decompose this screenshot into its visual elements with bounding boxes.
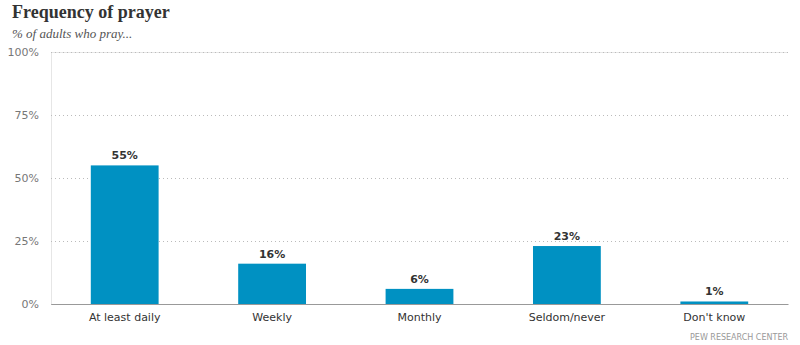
- x-tick-label: At least daily: [89, 311, 161, 324]
- x-axis: At least daily Weekly Monthly Seldom/never D…: [52, 304, 789, 324]
- grid-line: [51, 304, 788, 305]
- y-tick-label: 0%: [22, 298, 39, 311]
- title: Frequency of prayer: [12, 2, 170, 22]
- source: PEW RESEARCH CENTER: [690, 333, 788, 342]
- y-axis-line: [52, 53, 789, 305]
- bar: [238, 264, 306, 304]
- subtitle: % of adults who pray...: [12, 26, 132, 41]
- y-tick-label: 75%: [15, 109, 39, 122]
- x-tick: Don't know: [683, 304, 745, 324]
- data-label: 23%: [554, 230, 580, 243]
- data-label: 55%: [112, 149, 138, 162]
- grid-line: [51, 241, 788, 242]
- data-label: 6%: [410, 273, 429, 286]
- y-tick-label: 50%: [15, 172, 39, 185]
- x-tick-label: Seldom/never: [529, 311, 606, 324]
- bar: [533, 246, 601, 304]
- x-tick: Monthly: [397, 304, 442, 324]
- x-tick: Weekly: [252, 304, 292, 324]
- grid-line: [51, 178, 788, 179]
- bar: [91, 165, 159, 304]
- data-label: 16%: [259, 248, 285, 261]
- y-tick-label: 25%: [15, 235, 39, 248]
- data-labels: 55% 16% 6% 23% 1%: [112, 149, 724, 298]
- y-tick: 100%: [8, 46, 788, 59]
- grid-line: [51, 115, 788, 116]
- x-tick-label: Don't know: [683, 311, 745, 324]
- bars: [91, 165, 748, 304]
- x-tick: At least daily: [89, 304, 161, 324]
- x-axis-line: [52, 304, 789, 305]
- x-tick-label: Weekly: [252, 311, 292, 324]
- y-tick: 75%: [15, 109, 788, 122]
- y-axis: 0% 25% 50% 75% 100%: [8, 46, 788, 311]
- grid-line: [51, 52, 788, 53]
- bar: [680, 301, 748, 304]
- data-label: 1%: [705, 285, 724, 298]
- x-tick: Seldom/never: [529, 304, 606, 324]
- bar: [386, 289, 454, 304]
- chart: Frequency of prayer % of adults who pray.…: [0, 0, 800, 345]
- y-tick-label: 100%: [8, 46, 39, 59]
- x-tick-label: Monthly: [397, 311, 442, 324]
